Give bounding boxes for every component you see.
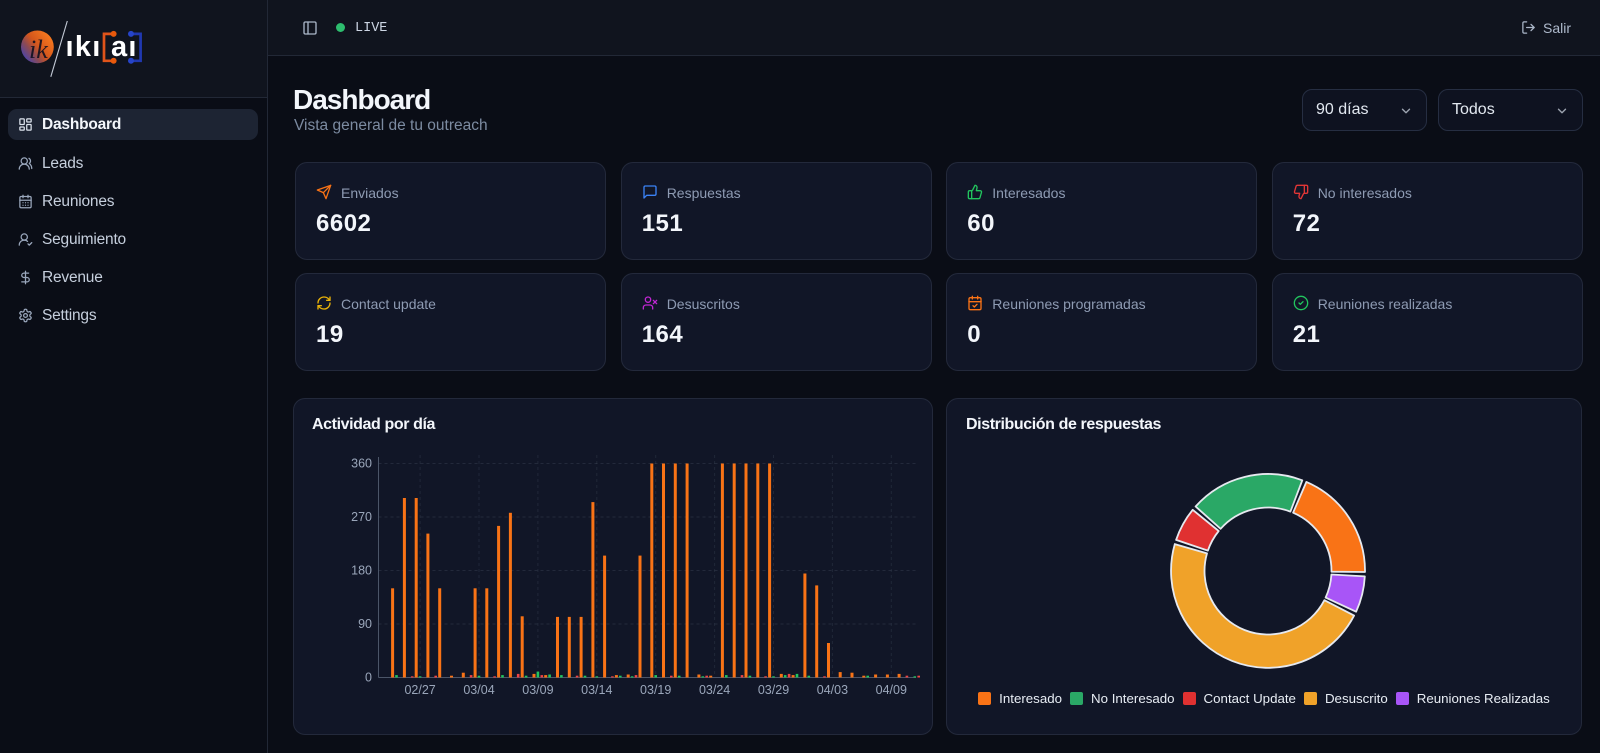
svg-text:ik: ik	[29, 35, 48, 64]
svg-text:ıkı: ıkı	[66, 31, 102, 63]
svg-text:aı: aı	[111, 31, 138, 63]
